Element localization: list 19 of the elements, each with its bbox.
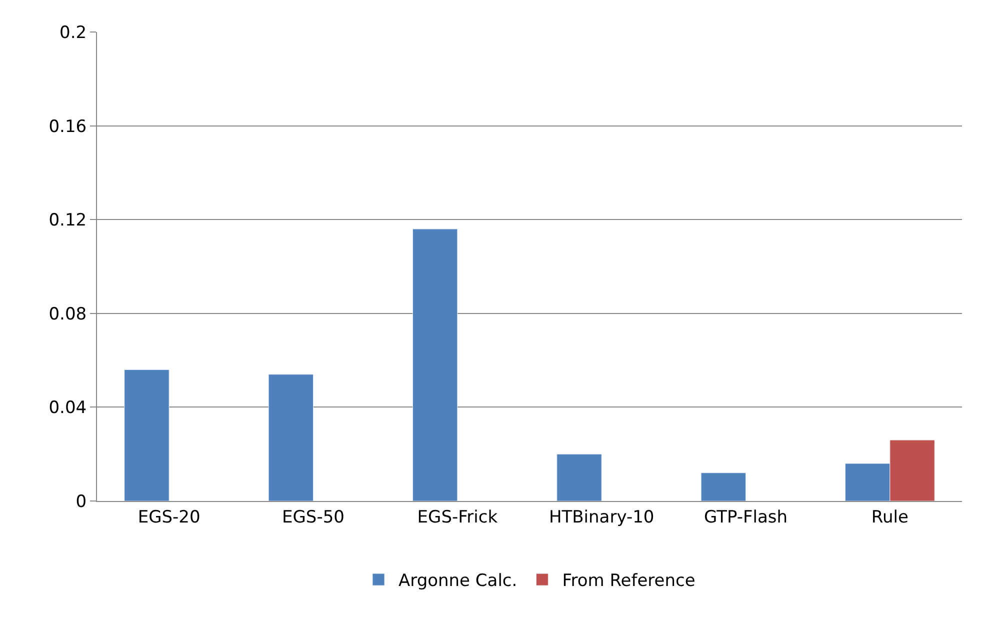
y-tick-label: 0.16	[48, 116, 87, 137]
y-tick-label: 0.12	[48, 210, 87, 231]
x-tick-label: EGS-20	[138, 507, 200, 528]
legend-label: From Reference	[562, 571, 696, 592]
y-tick-label: 0.2	[60, 22, 87, 43]
y-tick-label: 0.08	[48, 304, 87, 324]
x-tick-label: EGS-50	[282, 507, 344, 528]
bar	[268, 374, 314, 501]
bar	[124, 369, 170, 501]
y-tick-label: 0	[76, 492, 87, 512]
x-tick-label: GTP-Flash	[704, 507, 788, 528]
bar	[556, 454, 602, 501]
bar	[700, 472, 746, 501]
y-tick-label: 0.04	[48, 398, 87, 418]
legend-label: Argonne Calc.	[398, 571, 518, 592]
x-tick-label: Rule	[871, 507, 908, 528]
x-tick-label: HTBinary-10	[548, 507, 654, 528]
bar	[412, 228, 458, 501]
x-tick-label: EGS-Frick	[417, 507, 498, 528]
